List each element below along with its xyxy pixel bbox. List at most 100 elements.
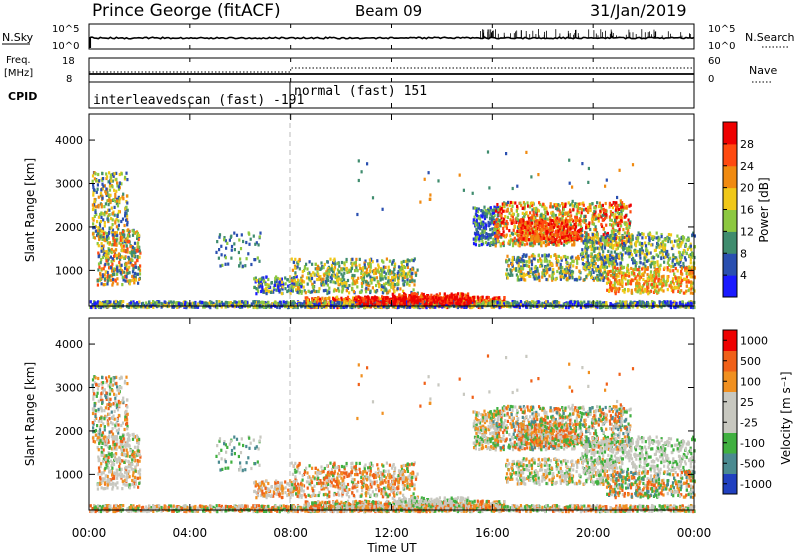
echo-cell bbox=[480, 299, 483, 303]
echo-cell bbox=[580, 231, 583, 236]
echo-cell bbox=[114, 242, 117, 246]
echo-cell bbox=[530, 227, 533, 231]
echo-cell bbox=[533, 254, 536, 258]
echo-cell bbox=[601, 265, 604, 269]
echo-cell bbox=[324, 280, 327, 284]
echo-cell bbox=[129, 245, 132, 249]
echo-cell bbox=[569, 274, 572, 278]
echo-cell bbox=[508, 211, 511, 215]
echo-cell bbox=[532, 213, 535, 217]
echo-cell bbox=[381, 291, 384, 295]
echo-cell bbox=[574, 256, 578, 260]
echo-cell bbox=[611, 272, 614, 276]
echo-cell bbox=[597, 219, 600, 223]
echo-cell bbox=[110, 179, 113, 183]
echo-cell bbox=[293, 278, 296, 282]
echo-cell bbox=[291, 289, 294, 293]
echo-cell bbox=[552, 212, 555, 216]
echo-cell bbox=[636, 234, 639, 238]
echo-cell bbox=[113, 253, 116, 257]
echo-cell bbox=[576, 209, 579, 213]
echo-cell bbox=[358, 257, 361, 261]
echo-cell bbox=[330, 267, 333, 271]
echo-cell bbox=[275, 288, 278, 292]
echo-cell bbox=[605, 213, 608, 217]
echo-cell bbox=[655, 245, 658, 249]
echo-cell bbox=[353, 281, 356, 285]
echo-cell bbox=[660, 243, 663, 247]
echo-cell bbox=[540, 233, 543, 237]
echo-cell bbox=[350, 276, 354, 280]
echo-cell bbox=[539, 236, 542, 240]
echo-cell bbox=[621, 246, 625, 250]
echo-cell bbox=[568, 276, 571, 280]
echo-cell bbox=[489, 243, 492, 247]
echo-cell bbox=[510, 221, 513, 225]
echo-cell bbox=[99, 212, 102, 217]
echo-cell bbox=[93, 177, 96, 181]
echo-cell bbox=[574, 237, 577, 241]
echo-cell bbox=[403, 275, 406, 279]
echo-cell bbox=[662, 274, 665, 278]
echo-cell bbox=[113, 267, 116, 271]
echo-cell bbox=[689, 257, 692, 262]
echo-cell bbox=[612, 246, 615, 250]
echo-cell bbox=[598, 252, 601, 256]
echo-cell bbox=[522, 266, 525, 271]
echo-cell bbox=[644, 236, 647, 240]
echo-cell bbox=[101, 194, 104, 199]
echo-cell bbox=[343, 271, 346, 275]
echo-cell bbox=[551, 278, 554, 282]
echo-cell bbox=[661, 284, 664, 288]
echo-cell bbox=[100, 215, 103, 219]
echo-cell bbox=[310, 290, 314, 294]
echo-cell bbox=[329, 257, 332, 261]
echo-cell bbox=[607, 243, 610, 247]
echo-cell bbox=[497, 224, 500, 228]
echo-cell bbox=[104, 282, 107, 287]
echo-cell bbox=[340, 281, 343, 285]
echo-cell bbox=[327, 267, 330, 271]
echo-cell bbox=[530, 259, 533, 263]
echo-cell bbox=[109, 278, 112, 282]
echo-cell bbox=[262, 279, 266, 283]
echo-cell bbox=[556, 258, 559, 262]
echo-cell bbox=[592, 270, 595, 274]
echo-cell bbox=[432, 296, 435, 300]
echo-cell bbox=[509, 218, 512, 222]
echo-cell bbox=[340, 268, 344, 272]
echo-cell bbox=[294, 280, 298, 285]
echo-cell bbox=[577, 229, 580, 233]
echo-cell bbox=[542, 214, 546, 218]
echo-cell bbox=[573, 243, 576, 247]
echo-cell bbox=[477, 216, 480, 220]
echo-cell bbox=[538, 239, 541, 243]
echo-cell bbox=[478, 299, 481, 303]
echo-cell bbox=[600, 263, 603, 267]
echo-cell bbox=[605, 257, 608, 261]
echo-cell bbox=[564, 274, 567, 278]
echo-cell bbox=[597, 241, 600, 245]
echo-cell bbox=[108, 278, 111, 282]
echo-cell bbox=[634, 241, 638, 245]
echo-cell bbox=[504, 235, 507, 239]
echo-cell bbox=[492, 216, 495, 220]
echo-cell bbox=[121, 241, 124, 245]
echo-cell bbox=[544, 229, 547, 233]
echo-cell bbox=[368, 258, 371, 262]
echo-cell bbox=[663, 260, 666, 264]
echo-cell bbox=[519, 273, 522, 278]
echo-cell bbox=[230, 256, 233, 260]
echo-cell bbox=[587, 236, 590, 240]
echo-cell bbox=[131, 229, 134, 233]
echo-cell bbox=[526, 225, 529, 229]
echo-cell bbox=[592, 215, 595, 219]
echo-cell bbox=[609, 253, 612, 257]
echo-cell bbox=[96, 220, 99, 224]
echo-cell bbox=[493, 213, 496, 217]
echo-cell bbox=[99, 191, 103, 195]
echo-cell bbox=[292, 276, 295, 280]
echo-cell bbox=[590, 236, 593, 241]
echo-cell bbox=[641, 289, 644, 293]
echo-cell bbox=[101, 227, 104, 231]
